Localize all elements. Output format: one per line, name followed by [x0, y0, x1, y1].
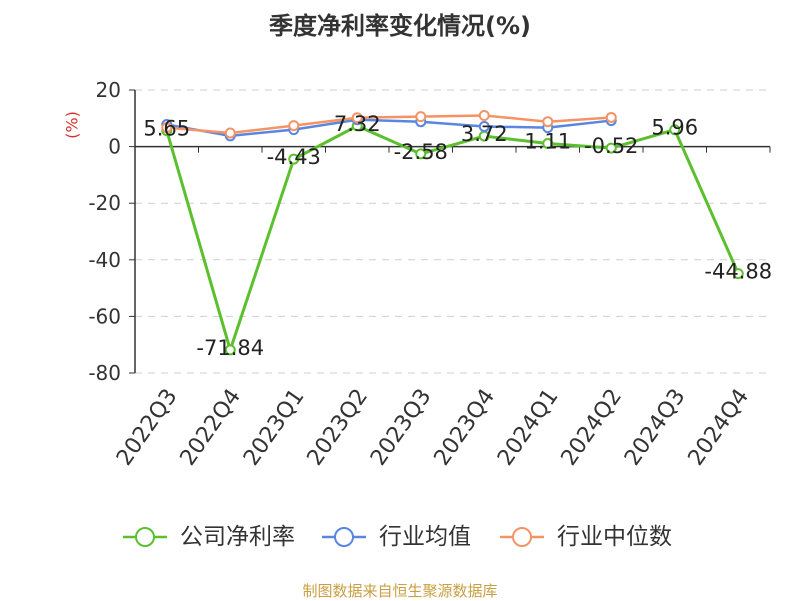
- y-tick-label: 0: [108, 135, 121, 159]
- legend: 公司净利率 行业均值 行业中位数: [123, 524, 672, 550]
- data-label: 3.72: [461, 122, 508, 146]
- data-point: [288, 153, 300, 165]
- legend-item[interactable]: 行业均值: [322, 524, 471, 550]
- data-labels: 5.65 -71.84 -4.43 7.32 -2.58 3.72 1.11 -0.52 5.9…: [143, 112, 772, 360]
- series-3: [161, 109, 617, 139]
- data-label: -0.52: [584, 134, 638, 158]
- data-point: [224, 127, 236, 139]
- data-label: 1.11: [524, 129, 571, 153]
- x-tick-label: 2023Q4: [430, 385, 501, 471]
- x-tick-label: 2022Q4: [176, 385, 247, 471]
- data-point: [351, 112, 363, 124]
- data-point: [415, 111, 427, 123]
- legend-item[interactable]: 公司净利率: [123, 524, 295, 550]
- data-label: -44.88: [704, 260, 772, 284]
- y-tick-label: -40: [88, 248, 121, 272]
- data-point: [605, 142, 617, 154]
- data-label: 5.96: [651, 116, 698, 140]
- data-point: [161, 122, 173, 134]
- data-point: [732, 268, 744, 280]
- legend-label: 公司净利率: [180, 524, 295, 550]
- data-label: 5.65: [143, 117, 190, 141]
- data-point: [605, 111, 617, 123]
- data-point: [669, 124, 681, 136]
- legend-item[interactable]: 行业中位数: [500, 524, 672, 550]
- x-tick-label: 2024Q3: [620, 385, 691, 471]
- series-1: [161, 120, 744, 356]
- y-tick-label: -60: [88, 304, 121, 328]
- legend-circle-icon: [135, 527, 155, 547]
- x-tick-label: 2023Q3: [366, 385, 437, 471]
- x-tick-label: 2022Q3: [112, 385, 183, 471]
- data-point: [542, 116, 554, 128]
- x-tick-label: 2024Q1: [493, 385, 564, 471]
- data-point: [224, 344, 236, 356]
- x-tick-label: 2023Q2: [303, 385, 374, 471]
- y-axis-unit-label: (%): [63, 111, 82, 139]
- series-line: [166, 118, 612, 138]
- series-line: [166, 114, 612, 135]
- data-point: [478, 121, 490, 133]
- data-point: [478, 109, 490, 121]
- legend-label: 行业均值: [379, 524, 471, 550]
- source-footer: 制图数据来自恒生聚源数据库: [302, 582, 498, 600]
- data-point: [542, 137, 554, 149]
- data-point: [288, 120, 300, 132]
- chart-title: 季度净利率变化情况(%): [269, 12, 531, 40]
- legend-circle-icon: [512, 527, 532, 547]
- y-tick-label: -80: [88, 361, 121, 385]
- legend-label: 行业中位数: [557, 524, 672, 550]
- x-tick-label: 2024Q4: [684, 385, 755, 471]
- data-point: [415, 148, 427, 160]
- x-tick-label: 2023Q1: [239, 385, 310, 471]
- x-tick-label: 2024Q2: [557, 385, 628, 471]
- data-label: 7.32: [334, 112, 381, 136]
- data-label: -2.58: [394, 140, 448, 164]
- legend-circle-icon: [334, 527, 354, 547]
- data-label: -4.43: [267, 145, 321, 169]
- series-line: [165, 124, 740, 352]
- data-label: -71.84: [196, 336, 264, 360]
- y-tick-label: 20: [96, 78, 121, 102]
- y-tick-label: -20: [88, 191, 121, 215]
